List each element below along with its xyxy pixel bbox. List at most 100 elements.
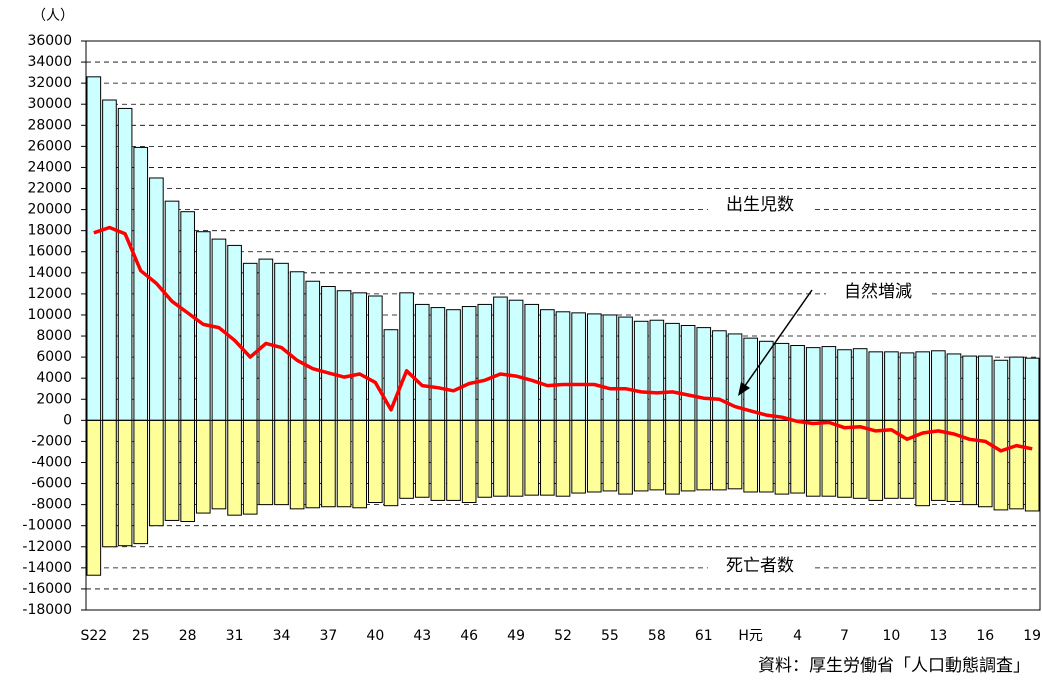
bar xyxy=(242,262,258,421)
bar xyxy=(790,345,805,421)
bar xyxy=(743,419,758,493)
y-tick-label: 0 xyxy=(63,412,72,428)
bar xyxy=(696,327,712,421)
bar xyxy=(1024,357,1040,421)
bar xyxy=(899,419,915,499)
y-tick-label: 26000 xyxy=(27,138,72,154)
bar xyxy=(774,342,790,421)
x-tick-label: 34 xyxy=(273,628,291,644)
y-tick-label: 32000 xyxy=(27,75,72,91)
x-tick-label: 52 xyxy=(554,628,572,644)
x-tick-label: 28 xyxy=(179,628,197,644)
y-tick-label: -18000 xyxy=(22,602,72,618)
bar xyxy=(508,419,524,497)
bar xyxy=(117,419,133,547)
bar xyxy=(837,349,852,421)
bar xyxy=(336,419,352,508)
x-tick-label: H元 xyxy=(738,628,763,644)
bar xyxy=(164,419,180,521)
bar xyxy=(321,419,336,508)
y-tick-label: 12000 xyxy=(27,286,72,302)
bar xyxy=(149,419,164,527)
bar xyxy=(117,107,133,421)
bar xyxy=(258,419,274,506)
x-tick-label: 10 xyxy=(883,628,901,644)
bar xyxy=(86,419,102,576)
x-tick-label: 37 xyxy=(319,628,337,644)
source: 資料：厚生労働省「人口動態調査」 xyxy=(758,656,1030,676)
x-tick-label: 16 xyxy=(976,628,994,644)
bar xyxy=(274,419,289,506)
bar xyxy=(414,303,430,421)
bar xyxy=(633,320,649,421)
x-tick-label: 55 xyxy=(601,628,619,644)
bar xyxy=(1009,356,1024,421)
bar xyxy=(540,309,555,421)
x-tick-label: 46 xyxy=(460,628,478,644)
series-label: 出生児数 xyxy=(726,195,794,215)
bar xyxy=(852,419,868,499)
bar xyxy=(430,307,446,421)
y-tick-label: 22000 xyxy=(27,181,72,197)
bar xyxy=(977,355,993,421)
y-tick-label: 8000 xyxy=(36,328,72,344)
y-tick-label: 18000 xyxy=(27,223,72,239)
bar xyxy=(977,419,993,508)
y-tick-label: 36000 xyxy=(27,33,72,49)
bar xyxy=(962,419,977,506)
bar xyxy=(258,258,274,421)
bar xyxy=(1009,419,1024,510)
bar xyxy=(602,314,618,421)
y-tick-label: 4000 xyxy=(36,370,72,386)
bar xyxy=(195,419,211,514)
bar xyxy=(618,316,633,421)
bar xyxy=(993,419,1009,511)
y-tick-label: -8000 xyxy=(31,497,72,513)
bar xyxy=(446,309,461,421)
bar xyxy=(368,419,383,504)
bar xyxy=(227,419,242,516)
y-tick-label: -10000 xyxy=(22,518,72,534)
y-tick-label: -14000 xyxy=(22,560,72,576)
bar xyxy=(618,419,633,495)
bar xyxy=(633,419,649,492)
bar xyxy=(524,303,540,421)
x-tick-label: 40 xyxy=(366,628,384,644)
x-tick-label: 58 xyxy=(648,628,666,644)
bar xyxy=(399,292,414,421)
bar xyxy=(649,319,665,421)
bar xyxy=(430,419,446,501)
plot-frame xyxy=(85,40,1041,611)
bar xyxy=(164,200,180,421)
y-tick-label: -16000 xyxy=(22,581,72,597)
x-tick-label: 31 xyxy=(226,628,244,644)
bar xyxy=(993,359,1009,421)
bar xyxy=(149,177,164,421)
bar xyxy=(383,419,399,507)
bar xyxy=(102,419,117,548)
y-tick-label: 10000 xyxy=(27,307,72,323)
y-tick-label: 34000 xyxy=(27,54,72,70)
x-tick-label: 13 xyxy=(929,628,947,644)
y-tick-label: -12000 xyxy=(22,539,72,555)
bar xyxy=(774,419,790,495)
bar xyxy=(868,351,884,421)
x-tick-label: 49 xyxy=(507,628,525,644)
y-tick-label: 2000 xyxy=(36,391,72,407)
bar xyxy=(727,419,743,490)
bar xyxy=(586,313,602,421)
unit-label: （人） xyxy=(32,8,74,24)
bar xyxy=(852,348,868,421)
x-tick-label: 61 xyxy=(695,628,713,644)
bar xyxy=(477,303,493,421)
bar xyxy=(899,352,915,421)
arrow xyxy=(741,289,813,391)
bar xyxy=(962,355,977,421)
series-label: 死亡者数 xyxy=(726,556,794,576)
bar xyxy=(696,419,712,491)
bar xyxy=(649,419,665,491)
line xyxy=(93,225,1033,453)
bar xyxy=(477,419,493,498)
arrow-head xyxy=(738,382,750,396)
bar xyxy=(180,419,195,522)
